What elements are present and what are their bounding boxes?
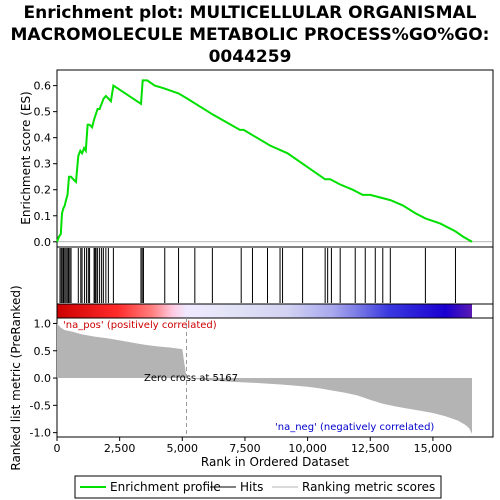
es-axis-label: Enrichment score (ES) [19,91,33,224]
es-tick-label: 0.5 [34,106,52,119]
x-tick-label: 10,000 [288,442,327,455]
x-tick-label: 5,000 [167,442,199,455]
ranking-metric-area [57,323,472,434]
legend-label: Hits [240,480,263,494]
legend-label: Enrichment profile [110,480,221,494]
metric-tick-label: -1.0 [30,427,51,440]
metric-axis-label: Ranked list metric (PreRanked) [9,285,23,470]
es-tick-label: 0.0 [34,236,52,249]
enrichment-profile-line [56,79,473,243]
x-tick-label: 15,000 [414,442,453,455]
es-tick-label: 0.3 [34,158,52,171]
zero-cross-label: Zero cross at 5167 [144,373,238,384]
es-tick-label: 0.6 [34,80,52,93]
es-tick-label: 0.1 [34,210,52,223]
ranked-metric-panel: 1.0 0.5 0.0 -0.5 -1.0 Ranked list metric (Pr… [9,285,494,471]
negative-correlation-label: 'na_neg' (negatively correlated) [275,422,434,433]
chart-title: Enrichment plot: MULTICELLULAR ORGANISMA… [11,3,490,67]
x-tick-label: 0 [54,442,61,455]
legend: Enrichment profile Hits Ranking metric sco… [74,475,442,499]
x-tick-label: 7,500 [229,442,261,455]
ranking-color-bar [56,303,494,319]
title-line-1: Enrichment plot: MULTICELLULAR ORGANISMA… [24,3,477,23]
title-line-2: MACROMOLECULE METABOLIC PROCESS%GO%GO: [11,25,490,45]
metric-tick-label: -0.5 [30,399,51,412]
es-tick-label: 0.2 [34,184,52,197]
metric-tick-label: 1.0 [34,317,52,330]
x-tick-label: 2,500 [104,442,136,455]
legend-label: Ranking metric scores [302,480,435,494]
metric-tick-label: 0.5 [34,345,52,358]
positive-correlation-label: 'na_pos' (positively correlated) [63,320,217,331]
x-tick-label: 12,500 [351,442,390,455]
x-axis-label: Rank in Ordered Dataset [201,455,349,469]
hits-panel [56,246,494,305]
enrichment-score-panel: 0.0 0.1 0.2 0.3 0.4 0.5 0.6 Enrichment score (… [19,69,494,249]
title-line-3: 0044259 [209,47,292,67]
metric-tick-label: 0.0 [34,372,52,385]
es-tick-label: 0.4 [34,132,52,145]
